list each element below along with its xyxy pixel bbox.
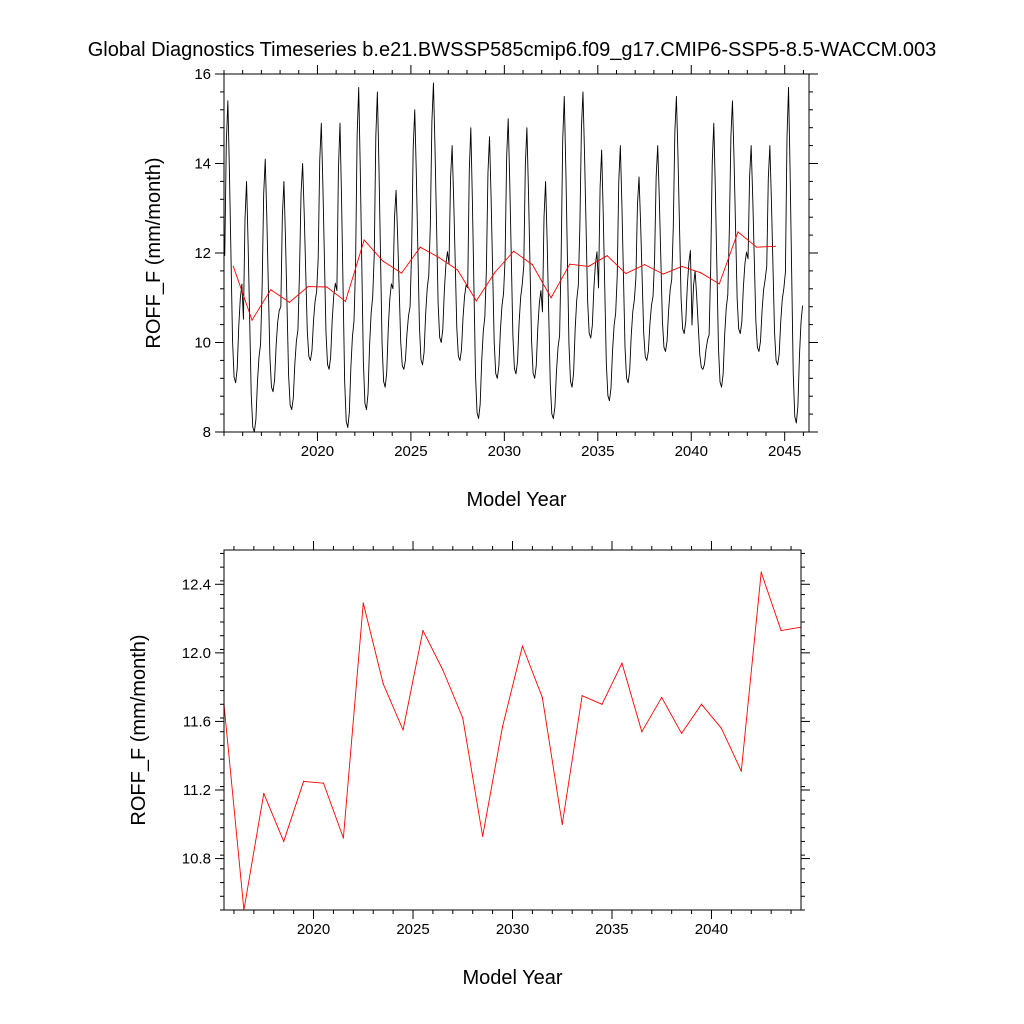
x-axis-label: Model Year xyxy=(462,967,562,989)
data-point xyxy=(774,245,776,247)
data-point xyxy=(561,823,563,825)
data-point xyxy=(326,286,328,288)
x-tick-label: 2035 xyxy=(595,921,628,938)
data-point xyxy=(587,265,590,268)
ticks xyxy=(215,65,818,441)
x-tick-label: 2020 xyxy=(301,443,334,460)
x-tick-label: 2040 xyxy=(675,443,708,460)
y-tick-label: 12.4 xyxy=(182,576,211,593)
data-point xyxy=(382,683,384,685)
data-point xyxy=(382,260,384,262)
x-tick-label: 2020 xyxy=(297,921,330,938)
data-point xyxy=(363,239,365,241)
data-point xyxy=(521,645,524,647)
data-point xyxy=(422,629,424,632)
y-tick-label: 10.8 xyxy=(182,851,211,868)
y-tick-label: 10 xyxy=(194,335,211,352)
data-point xyxy=(494,271,496,273)
data-point xyxy=(700,703,703,705)
data-point xyxy=(740,770,742,772)
data-point xyxy=(718,283,720,285)
data-point xyxy=(581,695,583,697)
data-point xyxy=(438,256,440,259)
data-point xyxy=(737,231,739,233)
data-point xyxy=(541,696,543,699)
plot-frame xyxy=(223,549,802,911)
data-point xyxy=(344,300,347,302)
data-point xyxy=(457,269,459,271)
data-point xyxy=(402,729,404,731)
data-point xyxy=(531,264,533,266)
data-point xyxy=(756,246,758,248)
x-tick-label: 2030 xyxy=(496,921,529,938)
data-point xyxy=(780,629,782,632)
data-point xyxy=(419,246,421,248)
y-tick-label: 11.2 xyxy=(183,782,211,799)
data-point xyxy=(283,840,285,843)
x-axis-label: Model Year xyxy=(466,489,566,511)
data-point xyxy=(550,297,552,299)
data-point xyxy=(681,732,683,735)
data-point xyxy=(307,285,309,288)
data-point xyxy=(322,782,325,784)
figure-title: Global Diagnostics Timeseries b.e21.BWSS… xyxy=(88,39,937,61)
ticks xyxy=(215,541,810,919)
y-tick-label: 16 xyxy=(194,66,211,83)
data-point xyxy=(681,265,683,268)
data-point xyxy=(475,300,477,302)
data-point xyxy=(720,727,723,729)
data-point xyxy=(400,272,403,274)
data-point xyxy=(232,265,234,268)
data-point xyxy=(606,255,608,257)
data-point xyxy=(442,669,444,671)
data-point xyxy=(302,780,305,783)
x-tick-label: 2025 xyxy=(394,443,427,460)
data-point xyxy=(263,792,265,795)
plot-data xyxy=(224,82,804,432)
x-tick-label: 2025 xyxy=(396,921,429,938)
data-point xyxy=(641,731,643,733)
data-point xyxy=(501,725,504,728)
data-point xyxy=(342,837,344,839)
y-tick-label: 12 xyxy=(194,245,211,262)
y-tick-label: 12.0 xyxy=(182,645,211,662)
data-point xyxy=(513,250,515,252)
plot-data xyxy=(224,571,801,910)
bottom-panel: 2020 2025 2030 2035 2040 10.8 11.2 11.6 12.0 12.4… xyxy=(128,541,810,989)
data-point xyxy=(601,703,603,705)
annual-mean-line xyxy=(232,231,776,321)
data-point xyxy=(661,696,663,699)
monthly-series-line xyxy=(224,82,804,432)
x-tick-label: 2045 xyxy=(768,443,801,460)
data-point xyxy=(760,571,762,573)
data-point xyxy=(482,835,484,837)
x-tick-label: 2030 xyxy=(488,443,521,460)
annual-mean-line xyxy=(224,571,801,910)
data-point xyxy=(288,301,291,303)
data-point xyxy=(362,602,364,604)
y-tick-label: 11.6 xyxy=(183,713,211,730)
y-tick-label: 14 xyxy=(194,156,211,173)
data-point xyxy=(643,264,646,266)
data-point xyxy=(699,272,702,274)
x-tick-label: 2040 xyxy=(695,921,728,938)
data-point xyxy=(251,319,253,321)
data-point xyxy=(662,273,664,275)
y-axis-label: ROFF_F (mm/month) xyxy=(128,634,150,825)
data-point xyxy=(621,662,623,664)
data-point xyxy=(270,289,272,291)
data-point xyxy=(569,263,571,265)
data-point xyxy=(462,717,464,719)
y-axis-label: ROFF_F (mm/month) xyxy=(143,157,165,348)
top-panel: 2020 2025 2030 2035 2040 2045 8 10 12 14 16 Model Y… xyxy=(143,65,818,511)
data-point xyxy=(625,272,627,275)
x-tick-label: 2035 xyxy=(581,443,614,460)
y-tick-label: 8 xyxy=(203,424,211,441)
